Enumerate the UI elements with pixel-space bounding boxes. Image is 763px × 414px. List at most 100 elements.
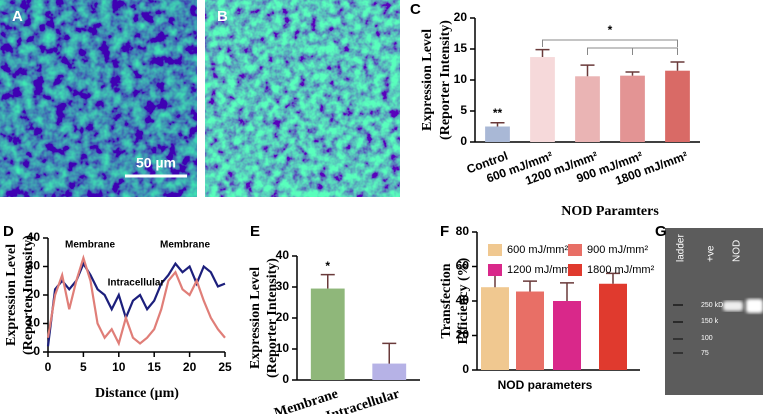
error-bar: [625, 71, 640, 76]
annotation: Membrane: [65, 240, 115, 251]
ladder-band: [673, 321, 683, 323]
legend-label: 1200 mJ/mm²: [507, 264, 575, 276]
y-tick-label: 15: [454, 41, 468, 55]
y-tick-label: 10: [27, 316, 41, 330]
marker-label: 100: [701, 335, 713, 342]
band: [723, 301, 743, 311]
error-bar: [523, 280, 537, 292]
legend-label: 1800 mJ/mm²: [587, 264, 655, 276]
line-series: [46, 261, 226, 347]
micrograph-b: [205, 0, 400, 197]
bar: [530, 57, 555, 143]
bar: [372, 363, 407, 380]
x-axis-label: NOD Paramters: [561, 204, 659, 219]
error-bar: [670, 61, 685, 71]
x-axis-label: NOD parameters: [498, 378, 593, 392]
y-tick-label: 10: [454, 72, 468, 86]
error-bar: [535, 48, 550, 58]
annotation: **: [493, 106, 503, 120]
marker-label: 250 kD: [701, 302, 723, 309]
x-tick-label: 20: [183, 360, 197, 374]
marker-label: 75: [701, 350, 709, 357]
y-tick-label: 30: [276, 279, 290, 293]
ladder-band: [673, 304, 683, 306]
x-tick-label: 10: [112, 360, 126, 374]
panel-label: D: [3, 223, 14, 240]
y-axis-label: (Reporter Intensity): [438, 20, 453, 140]
ladder-band: [673, 338, 683, 340]
error-bar: [560, 282, 574, 301]
error-bar: [606, 272, 620, 284]
y-tick-label: 40: [276, 248, 290, 262]
x-tick-label: 0: [45, 360, 52, 374]
significance-bracket: [542, 39, 678, 55]
legend-swatch: [488, 264, 502, 276]
legend-label: 900 mJ/mm²: [587, 244, 648, 256]
y-tick-label: 60: [456, 259, 470, 273]
error-bar: [580, 64, 595, 77]
annotation: Membrane: [160, 240, 210, 251]
x-tick-label: 5: [80, 360, 87, 374]
y-axis-label: Transfection: [439, 263, 454, 338]
line-series: [46, 254, 226, 347]
error-bar: [382, 342, 397, 364]
y-tick-label: 10: [276, 341, 290, 355]
y-tick-label: 40: [27, 230, 41, 244]
scale-bar-label: 50 µm: [136, 155, 176, 171]
bar: [553, 301, 581, 370]
panel-label: G: [655, 223, 667, 240]
micrograph-a: [0, 0, 197, 197]
y-axis-label: (Reporter Intensity): [21, 235, 36, 355]
y-tick-label: 20: [276, 310, 290, 324]
y-axis-label: Expression Level: [4, 244, 19, 346]
y-axis-label: Efficiency (%): [456, 257, 471, 344]
y-tick-label: 40: [456, 293, 470, 307]
panel-label: C: [410, 1, 421, 18]
y-tick-label: 0: [33, 344, 40, 358]
bar: [575, 76, 600, 142]
bar: [599, 283, 627, 370]
y-axis-label: (Reporter Intensity): [265, 258, 280, 378]
legend-swatch: [568, 244, 582, 256]
error-bar: [320, 273, 335, 289]
y-tick-label: 0: [462, 362, 469, 376]
lane-label: +ve: [706, 245, 717, 262]
panel-label: B: [217, 8, 228, 25]
y-tick-label: 30: [27, 259, 41, 273]
bar: [516, 291, 544, 370]
y-tick-label: 80: [456, 224, 470, 238]
y-axis-label: Expression Level: [420, 29, 435, 131]
y-tick-label: 20: [456, 328, 470, 342]
bar: [485, 126, 510, 142]
y-tick-label: 0: [460, 134, 467, 148]
panel-label: A: [12, 8, 23, 25]
lane-label: NOD: [732, 240, 743, 262]
bar: [310, 288, 345, 380]
gel-image: [665, 228, 763, 395]
bar: [665, 70, 690, 142]
legend-swatch: [568, 264, 582, 276]
y-axis-label: Expression Level: [248, 267, 263, 369]
annotation: *: [325, 259, 330, 273]
panel-label: F: [440, 223, 449, 240]
y-tick-label: 0: [282, 372, 289, 386]
error-bar: [490, 122, 505, 127]
annotation: Intracellular: [108, 278, 165, 289]
marker-label: 150 k: [701, 318, 719, 325]
x-tick-label: 15: [148, 360, 162, 374]
lane-label: ladder: [676, 234, 687, 262]
ladder-band: [673, 352, 683, 354]
y-tick-label: 20: [27, 287, 41, 301]
legend-swatch: [488, 244, 502, 256]
panel-label: E: [250, 223, 260, 240]
bar: [620, 75, 645, 142]
annotation: *: [608, 23, 613, 37]
x-tick-label: 25: [218, 360, 232, 374]
y-tick-label: 5: [460, 103, 467, 117]
band: [746, 299, 763, 313]
bar: [481, 287, 509, 370]
x-axis-label: Distance (µm): [95, 386, 179, 401]
y-tick-label: 20: [454, 10, 468, 24]
legend-label: 600 mJ/mm²: [507, 244, 568, 256]
